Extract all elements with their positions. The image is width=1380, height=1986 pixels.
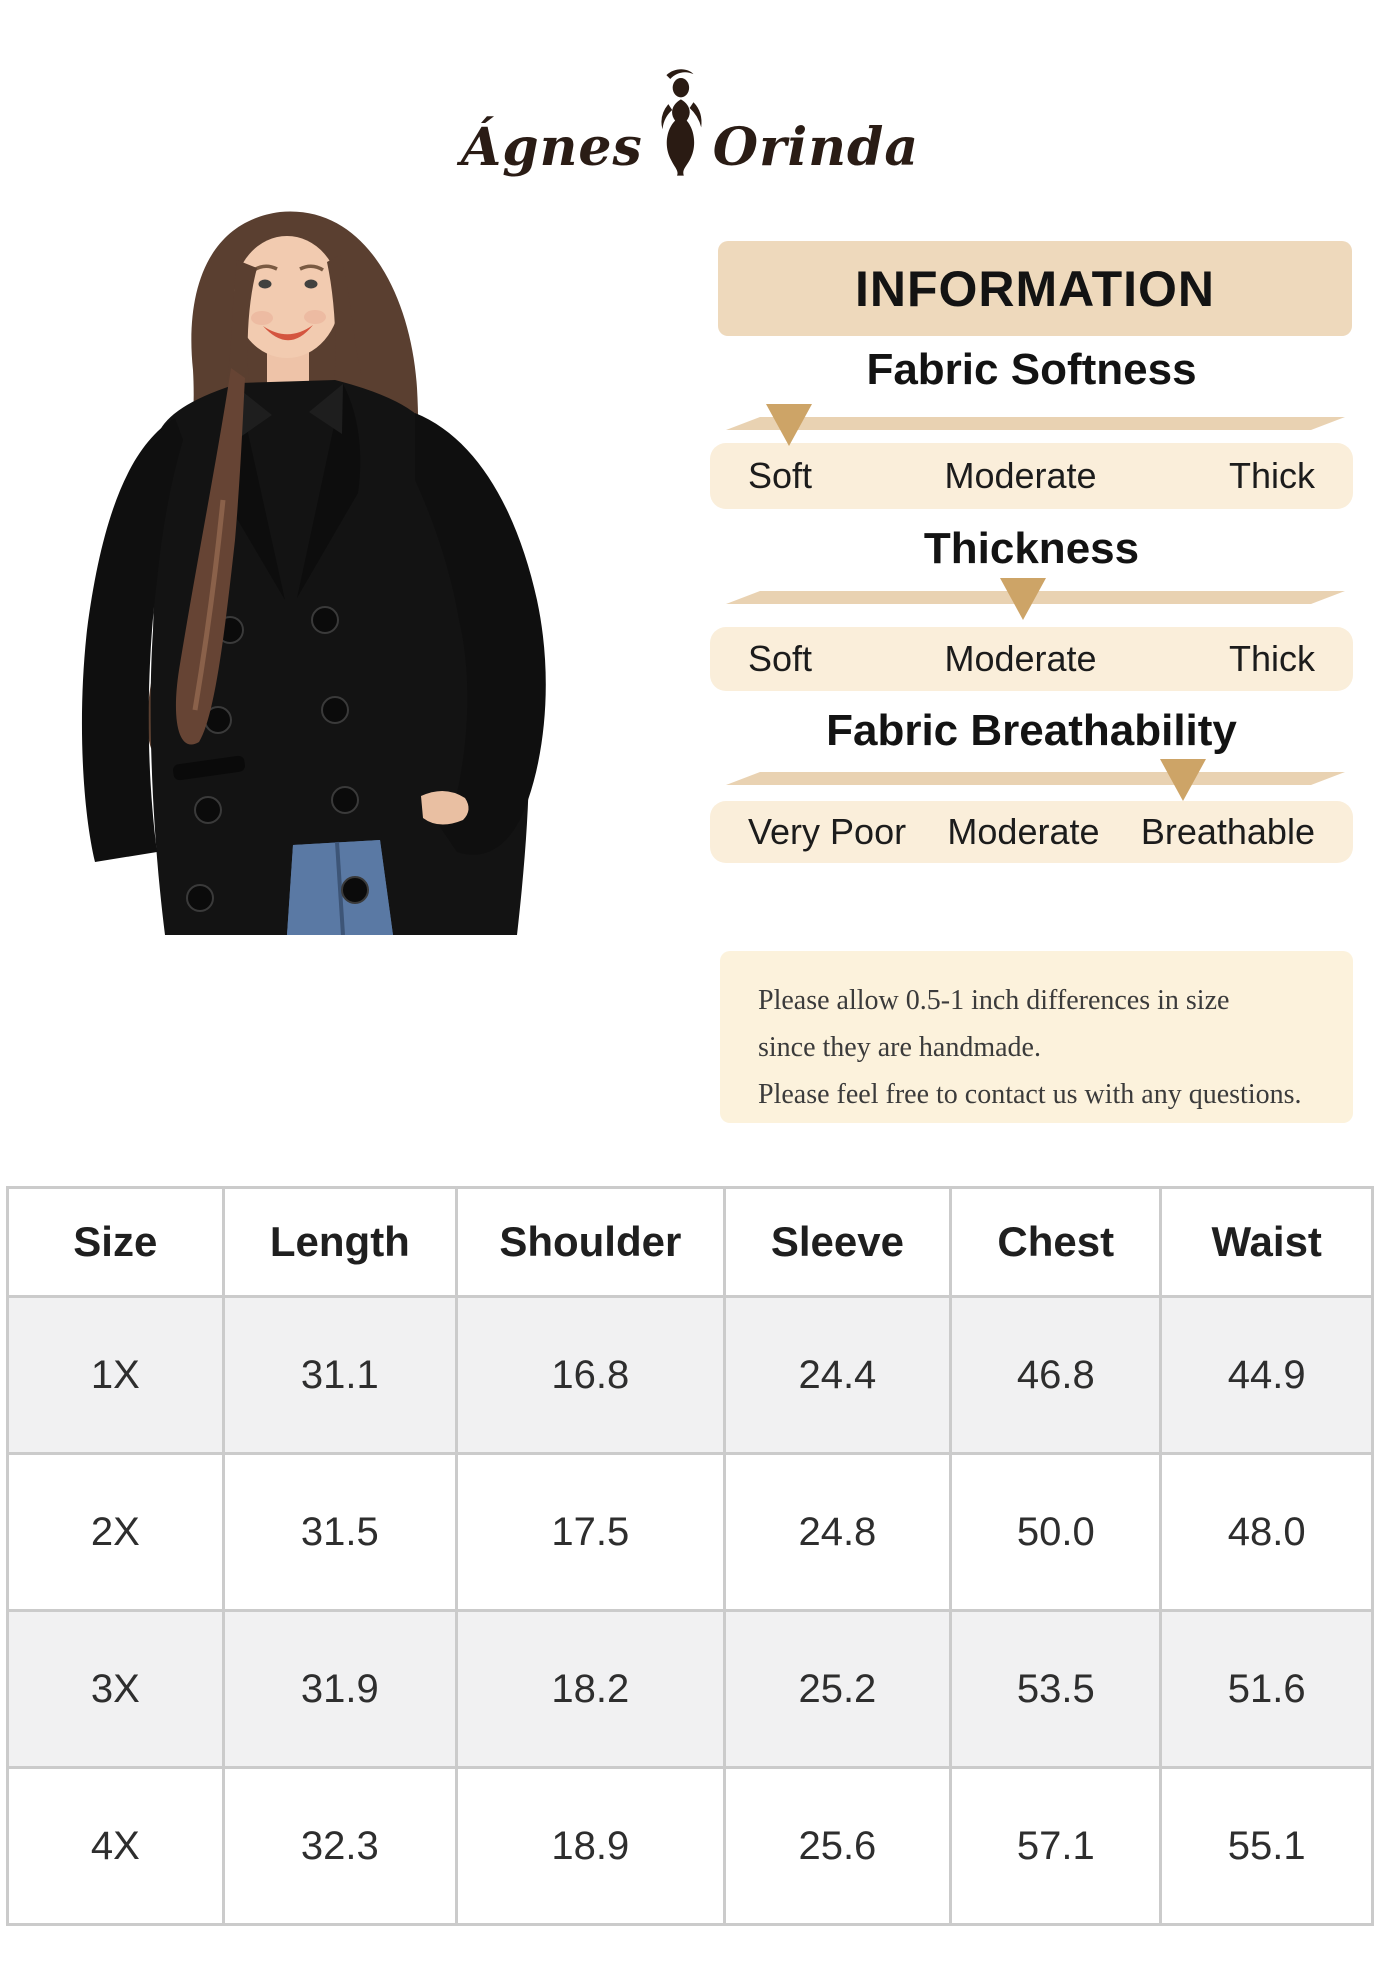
- size-chart-table: Size Length Shoulder Sleeve Chest Waist 1X 31.…: [6, 1186, 1374, 1926]
- hair-strand: [175, 368, 245, 745]
- thickness-labels: Soft Moderate Thick: [710, 627, 1353, 691]
- brand-logo: Ágnes Orinda: [0, 50, 1380, 180]
- size-chart-body: 1X 31.1 16.8 24.4 46.8 44.9 2X 31.5 17.5 24.8 50.0…: [6, 1295, 1374, 1926]
- table-cell: 1X: [6, 1295, 225, 1455]
- table-cell: 16.8: [455, 1295, 726, 1455]
- table-cell: 57.1: [949, 1766, 1163, 1926]
- table-cell: 24.4: [722, 1295, 953, 1455]
- model-photo: [25, 200, 565, 936]
- table-cell: 2X: [6, 1452, 225, 1612]
- breathability-scale-bar: [726, 772, 1345, 785]
- sleeve-left: [81, 418, 183, 862]
- scale-title-thickness: Thickness: [923, 524, 1140, 573]
- table-cell: 53.5: [949, 1609, 1163, 1769]
- eye-left: [258, 279, 272, 289]
- breathability-indicator-icon: [1160, 759, 1207, 801]
- softness-labels: Soft Moderate Thick: [710, 443, 1353, 509]
- table-cell: 55.1: [1159, 1766, 1374, 1926]
- table-cell: 31.9: [221, 1609, 459, 1769]
- information-header: INFORMATION: [718, 241, 1352, 336]
- scale-label: Moderate: [944, 638, 1097, 679]
- size-note: Please allow 0.5-1 inch differences in s…: [720, 951, 1353, 1123]
- table-cell: 17.5: [455, 1452, 726, 1612]
- table-cell: 48.0: [1159, 1452, 1374, 1612]
- table-cell: 31.5: [221, 1452, 459, 1612]
- brand-name-left: Ágnes: [460, 117, 643, 178]
- table-cell: 24.8: [722, 1452, 953, 1612]
- scale-label: Soft: [748, 455, 813, 496]
- note-line: since they are handmade.: [758, 1032, 1041, 1063]
- information-panel: INFORMATION Fabric Softness Soft Moderat…: [710, 0, 1353, 1130]
- table-row: 4X 32.3 18.9 25.6 57.1 55.1: [6, 1766, 1374, 1926]
- woman-silhouette-icon: [661, 69, 702, 176]
- softness-indicator-icon: [766, 404, 813, 446]
- scale-label: Soft: [748, 638, 813, 679]
- eye-right: [304, 279, 318, 289]
- scale-label: Thick: [1228, 455, 1315, 496]
- breathability-labels: Very Poor Moderate Breathable: [710, 801, 1353, 863]
- softness-scale-bar: [726, 417, 1345, 430]
- table-cell: 25.6: [722, 1766, 953, 1926]
- size-chart-header-row: Size Length Shoulder Sleeve Chest Waist: [6, 1186, 1374, 1298]
- table-cell: 25.2: [722, 1609, 953, 1769]
- pocket-flap: [173, 755, 245, 781]
- table-cell: 44.9: [1159, 1295, 1374, 1455]
- scale-label: Moderate: [944, 455, 1097, 496]
- table-cell: 50.0: [949, 1452, 1163, 1612]
- scale-title-softness: Fabric Softness: [866, 345, 1197, 394]
- table-cell: 46.8: [949, 1295, 1163, 1455]
- brand-name-right: Orinda: [712, 117, 920, 178]
- size-chart-column-header: Shoulder: [455, 1186, 726, 1298]
- table-cell: 32.3: [221, 1766, 459, 1926]
- size-chart-column-header: Chest: [949, 1186, 1163, 1298]
- note-line: Please allow 0.5-1 inch differences in s…: [758, 985, 1230, 1016]
- brow-right: [299, 264, 324, 272]
- table-row: 3X 31.9 18.2 25.2 53.5 51.6: [6, 1609, 1374, 1769]
- table-cell: 18.9: [455, 1766, 726, 1926]
- lapel-right: [297, 384, 361, 598]
- smile: [263, 325, 313, 341]
- note-line: Please feel free to contact us with any …: [758, 1079, 1302, 1110]
- scale-label: Breathable: [1140, 811, 1315, 852]
- table-cell: 4X: [6, 1766, 225, 1926]
- size-chart-column-header: Sleeve: [722, 1186, 953, 1298]
- size-chart-column-header: Waist: [1159, 1186, 1374, 1298]
- scale-label: Very Poor: [748, 811, 907, 852]
- table-cell: 3X: [6, 1609, 225, 1769]
- scale-label: Moderate: [947, 811, 1100, 852]
- size-chart-column-header: Length: [221, 1186, 459, 1298]
- sleeve-right: [415, 413, 546, 855]
- table-cell: 51.6: [1159, 1609, 1374, 1769]
- scale-title-breathability: Fabric Breathability: [826, 706, 1237, 755]
- hand: [421, 790, 469, 825]
- table-row: 2X 31.5 17.5 24.8 50.0 48.0: [6, 1452, 1374, 1612]
- table-cell: 18.2: [455, 1609, 726, 1769]
- table-cell: 31.1: [221, 1295, 459, 1455]
- thickness-indicator-icon: [1000, 578, 1047, 620]
- scale-label: Thick: [1228, 638, 1315, 679]
- size-chart-column-header: Size: [6, 1186, 225, 1298]
- table-row: 1X 31.1 16.8 24.4 46.8 44.9: [6, 1295, 1374, 1455]
